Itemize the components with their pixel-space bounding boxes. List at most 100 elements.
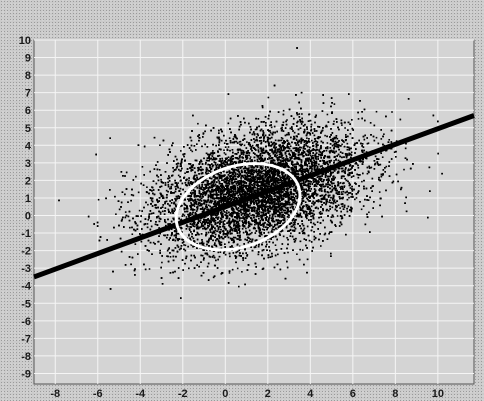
- scatter-point: [391, 111, 393, 113]
- scatter-point: [207, 204, 210, 207]
- scatter-point: [148, 268, 151, 270]
- scatter-point: [218, 241, 221, 243]
- scatter-point: [237, 195, 239, 197]
- scatter-point: [274, 184, 276, 187]
- scatter-point: [340, 191, 343, 193]
- scatter-point: [243, 144, 246, 147]
- scatter-point: [301, 249, 304, 251]
- scatter-point: [274, 244, 277, 246]
- scatter-point: [199, 219, 202, 221]
- scatter-point: [239, 189, 242, 191]
- scatter-point: [262, 197, 265, 200]
- scatter-point: [287, 206, 289, 209]
- scatter-point: [326, 142, 329, 144]
- scatter-point: [382, 174, 384, 176]
- scatter-point: [141, 166, 144, 168]
- scatter-point: [367, 142, 370, 144]
- scatter-point: [292, 201, 294, 204]
- scatter-point: [309, 134, 312, 136]
- scatter-point: [189, 167, 191, 169]
- scatter-point: [268, 130, 270, 132]
- scatter-point: [301, 113, 303, 115]
- scatter-point: [341, 143, 343, 146]
- scatter-point: [300, 142, 302, 144]
- scatter-point: [170, 187, 173, 190]
- scatter-point: [403, 168, 405, 171]
- scatter-point: [239, 140, 242, 143]
- scatter-point: [197, 203, 200, 205]
- scatter-point: [306, 165, 309, 167]
- scatter-point: [223, 149, 225, 151]
- scatter-point: [283, 212, 286, 214]
- scatter-point: [304, 201, 307, 203]
- scatter-point: [236, 238, 238, 240]
- scatter-point: [280, 137, 283, 139]
- scatter-point: [228, 272, 231, 274]
- scatter-point: [301, 167, 303, 170]
- scatter-point: [276, 182, 279, 184]
- scatter-point: [201, 193, 204, 196]
- scatter-point: [215, 173, 218, 175]
- scatter-point: [298, 216, 300, 218]
- scatter-point: [348, 196, 350, 199]
- scatter-point: [174, 197, 176, 200]
- scatter-point: [276, 190, 278, 193]
- scatter-point: [193, 196, 196, 198]
- scatter-point: [218, 237, 221, 240]
- scatter-point: [196, 233, 198, 236]
- scatter-point: [254, 221, 256, 224]
- scatter-point: [315, 158, 317, 160]
- scatter-point: [319, 200, 321, 203]
- scatter-point: [321, 165, 323, 167]
- scatter-point: [349, 187, 352, 189]
- scatter-point: [252, 190, 254, 192]
- scatter-point: [188, 233, 190, 236]
- scatter-point: [184, 172, 186, 174]
- scatter-point: [180, 150, 182, 152]
- scatter-point: [227, 199, 229, 202]
- scatter-point: [242, 216, 244, 218]
- scatter-point: [160, 178, 162, 181]
- scatter-point: [282, 109, 285, 112]
- scatter-point: [333, 199, 336, 201]
- scatter-point: [286, 187, 288, 189]
- scatter-point: [217, 251, 220, 254]
- scatter-point: [334, 140, 337, 143]
- scatter-point: [328, 201, 330, 203]
- scatter-point: [233, 230, 236, 232]
- scatter-point: [172, 170, 175, 173]
- scatter-point: [366, 172, 369, 175]
- scatter-point: [243, 210, 245, 213]
- scatter-point: [347, 168, 350, 170]
- scatter-point: [328, 209, 330, 212]
- scatter-point: [209, 158, 211, 160]
- scatter-point: [306, 168, 309, 171]
- scatter-point: [169, 256, 172, 258]
- scatter-point: [339, 207, 341, 209]
- scatter-point: [238, 245, 241, 248]
- scatter-point: [159, 213, 162, 215]
- scatter-point: [263, 185, 266, 188]
- scatter-point: [361, 180, 363, 183]
- scatter-point: [185, 216, 188, 218]
- scatter-point: [292, 206, 295, 208]
- scatter-point: [335, 168, 337, 171]
- scatter-point: [261, 154, 264, 157]
- scatter-point: [286, 119, 288, 121]
- scatter-point: [248, 167, 250, 169]
- scatter-point: [178, 226, 181, 229]
- scatter-point: [253, 203, 255, 205]
- scatter-point: [279, 212, 281, 214]
- scatter-point: [306, 137, 308, 139]
- scatter-point: [238, 285, 240, 288]
- scatter-point: [331, 189, 334, 192]
- scatter-point: [97, 198, 100, 201]
- scatter-point: [199, 221, 202, 224]
- scatter-point: [281, 182, 283, 185]
- scatter-point: [146, 186, 148, 188]
- scatter-point: [280, 139, 283, 142]
- scatter-point: [227, 146, 230, 148]
- scatter-point: [233, 227, 235, 230]
- scatter-point: [302, 150, 305, 152]
